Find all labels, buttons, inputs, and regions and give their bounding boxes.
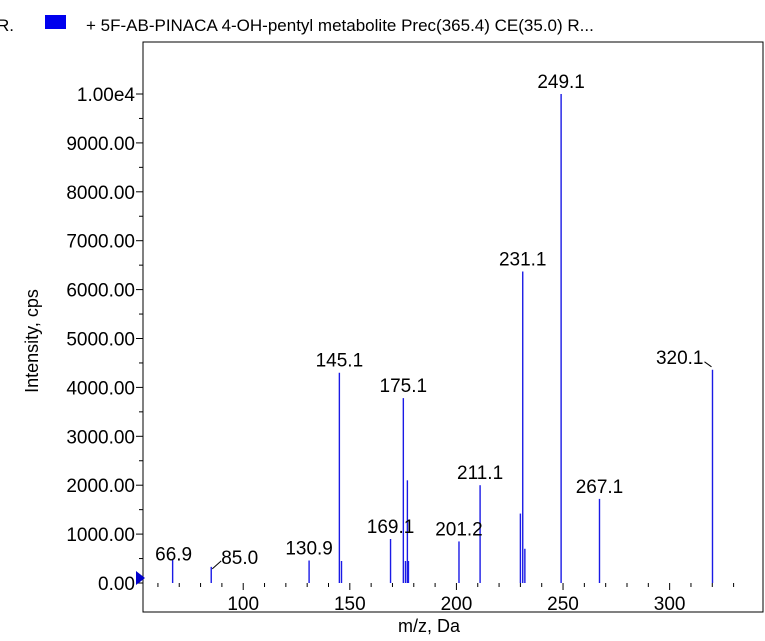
peak-label-leader: [211, 560, 222, 570]
y-tick-label: 8000.00: [66, 183, 135, 204]
legend-swatch[interactable]: [45, 15, 66, 29]
peak-label-leader: [704, 361, 712, 368]
y-axis-ticks: 0.00 1000.00 2000.00 3000.00 4000.00 5000.00 6…: [66, 85, 143, 595]
peak-label: 145.1: [316, 351, 364, 372]
x-tick-label: 200: [441, 594, 473, 615]
y-tick-label: 3000.00: [66, 427, 135, 448]
peak-label: 267.1: [576, 477, 624, 498]
peak-label: 320.1: [656, 348, 704, 369]
x-axis-title: m/z, Da: [398, 616, 461, 636]
y-tick-label: 1.00e4: [77, 85, 136, 106]
peak-label: 175.1: [380, 376, 428, 397]
chart-title: + 5F-AB-PINACA 4-OH-pentyl metabolite Pr…: [86, 16, 594, 35]
y-tick-label: 7000.00: [66, 232, 135, 253]
y-tick-label: 6000.00: [66, 281, 135, 302]
y-tick-label: 9000.00: [66, 134, 135, 155]
x-tick-label: 100: [227, 594, 259, 615]
y-axis-title: Intensity, cps: [22, 289, 42, 393]
x-axis-ticks: 100 150 200 250 300: [157, 583, 735, 615]
y-tick-label: 5000.00: [66, 330, 135, 351]
y-tick-label: 4000.00: [66, 378, 135, 399]
peak-labels: 66.9 85.0 130.9 145.1 169.1 175.1 201.2 211.1 23…: [155, 72, 712, 570]
x-tick-label: 150: [334, 594, 366, 615]
y-tick-label: 2000.00: [66, 476, 135, 497]
peak-series: [171, 94, 714, 583]
x-tick-label: 250: [547, 594, 579, 615]
peak-label: 169.1: [367, 517, 415, 538]
chart-title-area: R. + 5F-AB-PINACA 4-OH-pentyl metabolite…: [0, 15, 594, 35]
x-tick-label: 300: [654, 594, 686, 615]
plot-frame: [142, 41, 764, 613]
peak-label: 66.9: [155, 545, 192, 566]
y-tick-label: 0.00: [98, 574, 135, 595]
peak-label: 130.9: [285, 539, 333, 560]
y-tick-label: 1000.00: [66, 525, 135, 546]
baseline-marker-icon[interactable]: [136, 571, 145, 585]
chart-title-prefix: R.: [0, 16, 14, 35]
peak-label: 201.2: [435, 519, 483, 540]
peak-label: 231.1: [499, 250, 547, 271]
peak-label: 249.1: [537, 72, 585, 93]
peak-label: 85.0: [221, 548, 258, 569]
peak-label: 211.1: [457, 463, 503, 484]
